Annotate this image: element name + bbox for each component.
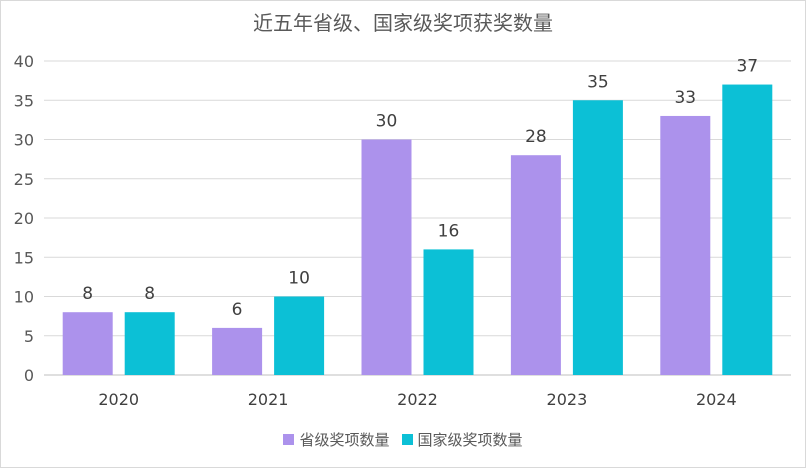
data-label: 10	[288, 269, 310, 289]
bar	[722, 84, 773, 376]
data-label: 30	[376, 112, 398, 132]
bar	[274, 296, 325, 375]
x-tick-label: 2024	[696, 390, 737, 409]
data-label: 16	[438, 221, 460, 241]
legend-item: 国家级奖项数量	[401, 429, 523, 450]
x-tick-label: 2021	[248, 390, 289, 409]
bar	[124, 312, 175, 375]
chart-legend: 省级奖项数量 国家级奖项数量	[1, 429, 805, 450]
data-label: 6	[232, 300, 243, 320]
y-tick-label: 30	[14, 131, 34, 150]
data-label: 35	[587, 72, 609, 92]
legend-label: 国家级奖项数量	[417, 431, 523, 449]
bar	[660, 115, 711, 375]
bar	[361, 139, 412, 375]
bar	[423, 249, 474, 375]
y-tick-label: 0	[24, 366, 34, 385]
y-tick-label: 35	[14, 91, 34, 110]
data-label: 8	[144, 284, 155, 304]
y-tick-label: 20	[14, 209, 34, 228]
x-tick-label: 2023	[547, 390, 588, 409]
data-label: 8	[82, 284, 93, 304]
bar	[572, 100, 623, 375]
legend-swatch	[401, 434, 413, 445]
data-label: 37	[736, 57, 758, 77]
y-tick-label: 15	[14, 248, 34, 267]
bar	[510, 155, 561, 375]
x-tick-label: 2020	[98, 390, 139, 409]
x-tick-label: 2022	[397, 390, 438, 409]
data-label: 33	[674, 88, 696, 108]
bar	[212, 327, 263, 375]
y-tick-label: 5	[24, 327, 34, 346]
legend-swatch	[283, 434, 295, 445]
y-tick-label: 40	[14, 52, 34, 71]
bar	[62, 312, 113, 375]
y-tick-label: 10	[14, 288, 34, 307]
legend-item: 省级奖项数量	[283, 429, 390, 450]
y-tick-label: 25	[14, 170, 34, 189]
data-label: 28	[525, 127, 547, 147]
legend-label: 省级奖项数量	[299, 431, 390, 449]
chart-title: 近五年省级、国家级奖项获奖数量	[253, 11, 553, 35]
